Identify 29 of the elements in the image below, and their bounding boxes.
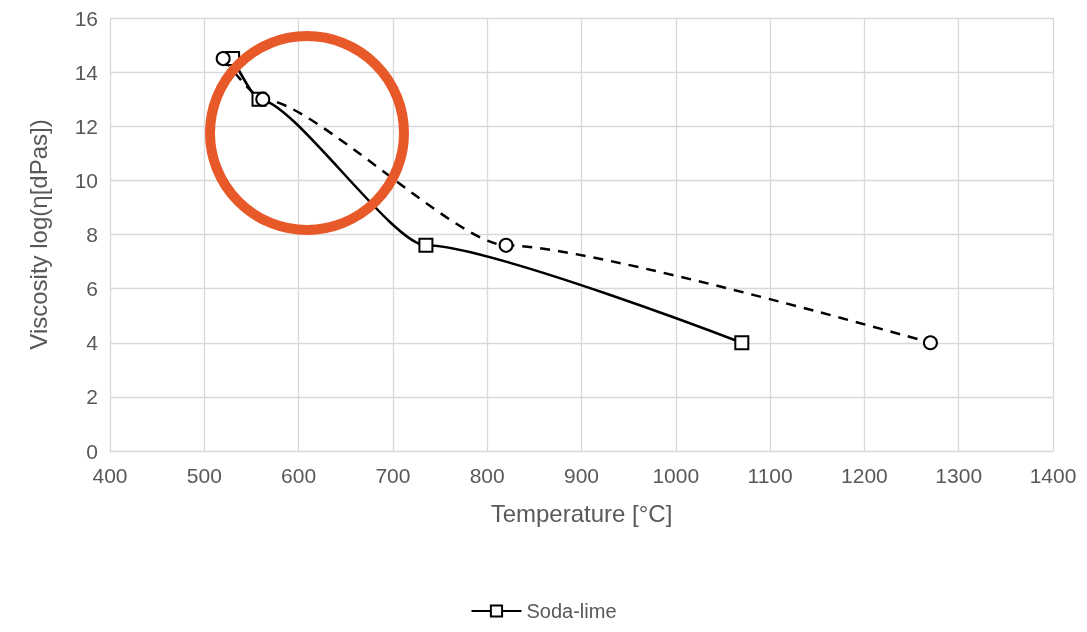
x-tick-label: 500 xyxy=(186,464,222,487)
point xyxy=(255,91,271,107)
point xyxy=(498,237,514,253)
x-axis-title: Temperature [°C] xyxy=(490,499,673,527)
y-tick-label: 2 xyxy=(86,385,98,409)
x-tick-label: 1000 xyxy=(652,464,700,487)
y-axis-title: Viscosity log(η[dPas]) xyxy=(24,119,52,350)
x-tick-label: 1300 xyxy=(935,464,983,487)
legend-label: Soda-lime xyxy=(526,600,617,622)
x-tick-label: 1200 xyxy=(841,464,888,487)
y-tick-label: 6 xyxy=(86,277,98,301)
x-tick-label: 800 xyxy=(469,464,505,487)
x-tick-label: 1100 xyxy=(747,464,793,487)
point xyxy=(922,335,938,351)
y-tick-label: 8 xyxy=(86,223,98,246)
y-tick-label: 12 xyxy=(74,114,98,138)
x-tick-label: 700 xyxy=(375,464,411,487)
point xyxy=(215,51,231,67)
x-tick-label: 600 xyxy=(281,464,317,487)
y-tick-label: 16 xyxy=(74,6,98,30)
y-tick-label: 14 xyxy=(74,60,99,84)
x-tick-label: 400 xyxy=(92,464,128,487)
y-tick-label: 4 xyxy=(86,331,99,355)
x-tick-label: 900 xyxy=(563,464,600,487)
y-tick-label: 0 xyxy=(86,439,98,463)
x-tick-label: 1400 xyxy=(1029,464,1077,487)
point xyxy=(734,335,750,351)
point xyxy=(418,237,434,253)
y-tick-label: 10 xyxy=(74,168,98,192)
